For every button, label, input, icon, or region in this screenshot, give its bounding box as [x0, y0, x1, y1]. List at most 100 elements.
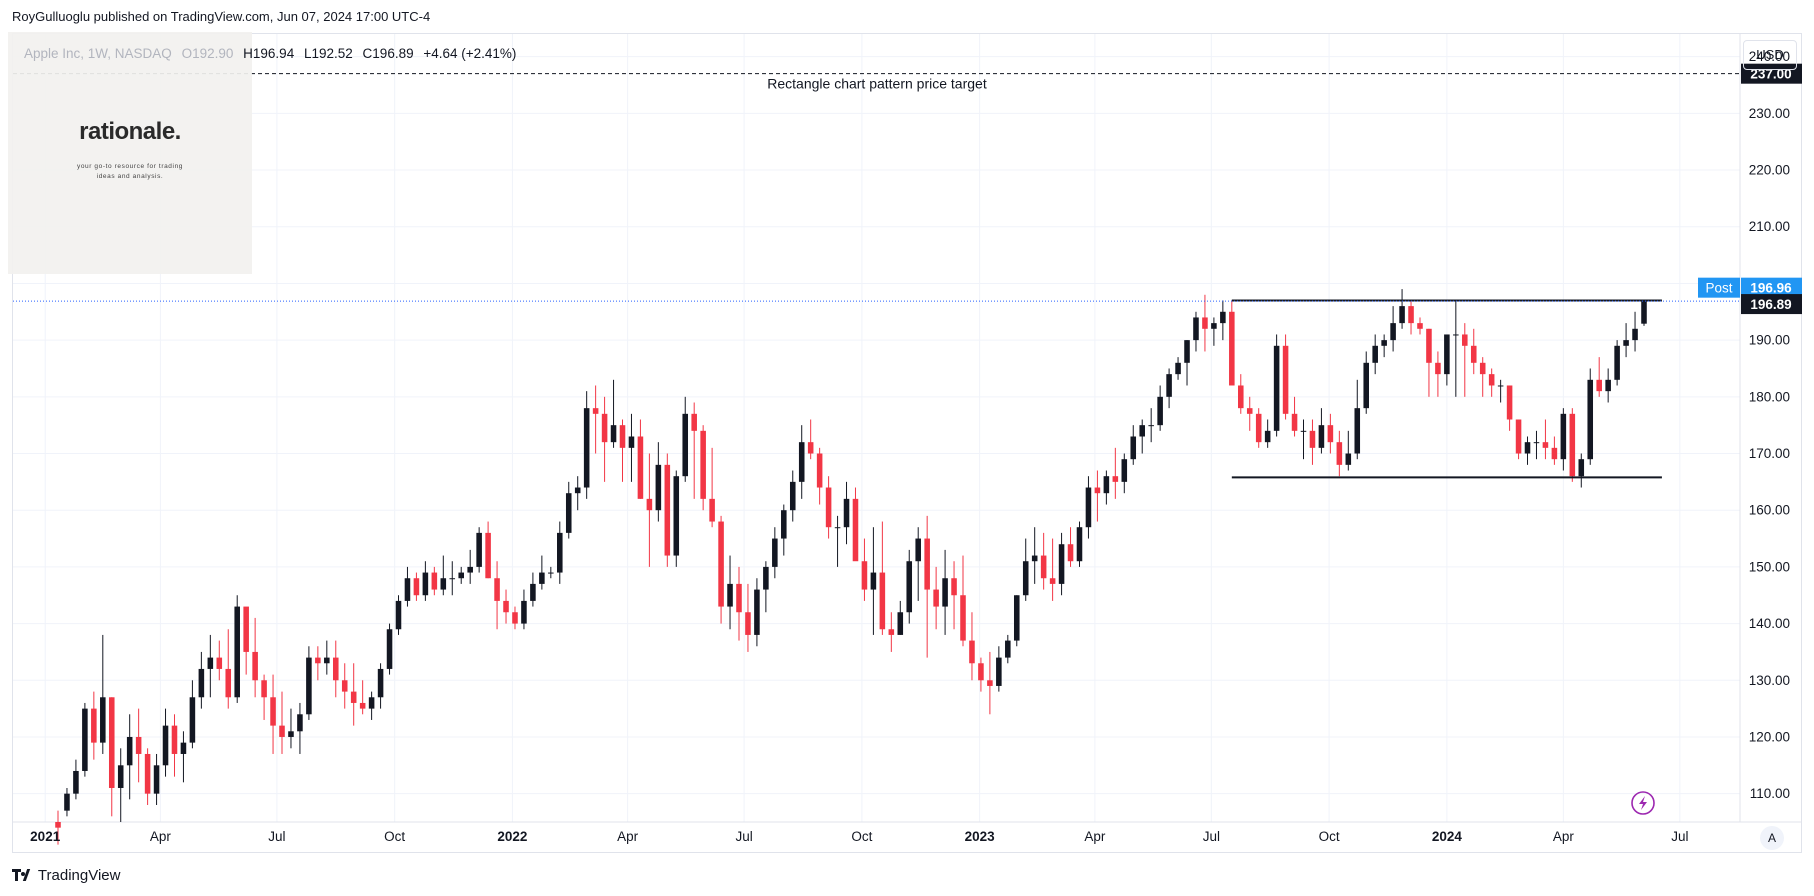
candle-body: [1211, 323, 1217, 329]
candle: [933, 566, 939, 630]
candle: [512, 606, 518, 630]
logo-tagline: your go-to resource for trading ideas an…: [76, 163, 184, 180]
candle: [449, 561, 456, 596]
x-tick-label: Oct: [851, 829, 872, 844]
candle-body: [270, 697, 276, 726]
open-value: 192.90: [192, 46, 234, 61]
candle: [834, 515, 841, 567]
candle-body: [1345, 453, 1352, 465]
candle: [171, 714, 178, 777]
grid-lines: [13, 34, 1740, 822]
candle: [279, 691, 285, 754]
candle: [332, 640, 339, 698]
candle-body: [180, 742, 187, 754]
candle: [924, 515, 930, 658]
y-tick-label: 220.00: [1749, 163, 1790, 178]
candle-body: [1479, 362, 1486, 375]
candle: [476, 527, 482, 573]
candle: [1175, 357, 1181, 380]
candle-body: [1300, 430, 1307, 432]
candle: [772, 527, 778, 579]
candle: [763, 561, 769, 613]
candle-body: [1614, 345, 1620, 380]
candle-body: [969, 640, 975, 664]
candle: [1058, 532, 1065, 596]
candle-body: [1022, 561, 1029, 596]
candle: [1220, 300, 1226, 341]
candle-body: [324, 657, 330, 664]
y-tick-label: 150.00: [1749, 559, 1790, 574]
candle-body: [359, 702, 366, 709]
candle: [82, 702, 88, 777]
candle-body: [655, 464, 662, 511]
candle-body: [1506, 385, 1513, 420]
candle: [243, 606, 249, 675]
candle: [655, 442, 662, 522]
currency-button[interactable]: USD: [1743, 40, 1797, 70]
candle-body: [1569, 413, 1576, 477]
candle: [1462, 323, 1468, 397]
candle-body: [198, 668, 205, 698]
candle: [915, 527, 921, 601]
candle: [135, 708, 142, 783]
candle-body: [306, 657, 312, 715]
candle: [1309, 419, 1316, 465]
candle-body: [207, 657, 214, 669]
candle: [574, 476, 581, 511]
candle: [117, 748, 124, 822]
candle-body: [807, 442, 814, 454]
candle: [664, 453, 671, 567]
candle-body: [126, 736, 133, 766]
auto-scale-button[interactable]: A: [1760, 826, 1784, 850]
candle-body: [100, 697, 106, 743]
candle-body: [1094, 487, 1101, 494]
candle-body: [1372, 345, 1378, 363]
candle: [1533, 430, 1540, 460]
candle-body: [350, 691, 357, 703]
candle: [700, 425, 706, 511]
candle: [1229, 300, 1235, 386]
candle: [341, 663, 348, 709]
candle-body: [1462, 334, 1468, 346]
candle: [897, 600, 904, 635]
price-target-badge-bg: [1741, 63, 1802, 84]
candle: [162, 708, 169, 777]
x-tick-label: Jul: [1671, 829, 1688, 844]
candle: [978, 657, 984, 692]
candle: [404, 566, 411, 607]
candle: [1506, 385, 1513, 431]
candles-layer: [55, 289, 1647, 845]
candle: [530, 572, 536, 607]
candle-body: [494, 578, 500, 601]
candle: [494, 561, 500, 630]
candle: [565, 481, 572, 539]
candle-body: [395, 600, 402, 630]
candle-body: [1354, 408, 1361, 454]
watermark-logo-card: rationale. your go-to resource for tradi…: [8, 32, 252, 274]
candle-body: [1139, 425, 1145, 437]
candle-body: [1282, 345, 1289, 414]
candle: [888, 612, 895, 652]
candle-body: [601, 413, 608, 443]
candle: [1148, 408, 1154, 443]
candle: [1103, 470, 1110, 505]
candle-body: [951, 578, 957, 596]
candle-body: [1229, 311, 1235, 386]
candle-body: [1551, 447, 1558, 460]
candle-body: [368, 697, 375, 709]
candle-body: [996, 657, 1002, 686]
candle-body: [449, 578, 456, 580]
candle: [1560, 408, 1567, 471]
low-value: 192.52: [311, 46, 353, 61]
y-tick-label: 140.00: [1749, 616, 1790, 631]
x-tick-label: 2022: [497, 829, 527, 844]
ohlc-legend: Apple Inc, 1W, NASDAQ O192.90 H196.94 L1…: [24, 46, 516, 61]
candle-body: [583, 408, 590, 488]
candle: [789, 470, 796, 522]
candle-body: [1166, 374, 1172, 397]
candle: [1435, 351, 1441, 397]
candle: [1005, 634, 1011, 664]
candle-body: [1121, 459, 1128, 482]
candle: [1085, 476, 1092, 539]
